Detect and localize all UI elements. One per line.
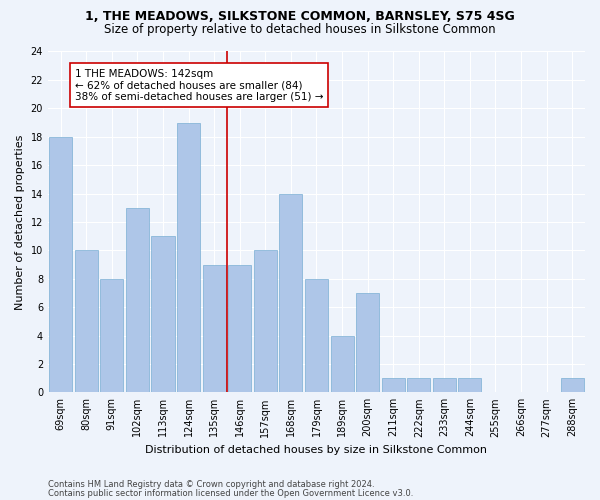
Bar [254,250,277,392]
Bar [49,136,72,392]
Text: 1 THE MEADOWS: 142sqm
← 62% of detached houses are smaller (84)
38% of semi-deta: 1 THE MEADOWS: 142sqm ← 62% of detached … [75,68,323,102]
Text: 1, THE MEADOWS, SILKSTONE COMMON, BARNSLEY, S75 4SG: 1, THE MEADOWS, SILKSTONE COMMON, BARNSL… [85,10,515,23]
Bar [331,336,353,392]
Bar [203,264,226,392]
Bar [305,278,328,392]
Bar [356,293,379,392]
Bar [126,208,149,392]
Bar [100,278,124,392]
X-axis label: Distribution of detached houses by size in Silkstone Common: Distribution of detached houses by size … [145,445,487,455]
Bar [382,378,404,392]
Bar [561,378,584,392]
Bar [458,378,481,392]
Text: Contains HM Land Registry data © Crown copyright and database right 2024.: Contains HM Land Registry data © Crown c… [48,480,374,489]
Bar [407,378,430,392]
Bar [177,122,200,392]
Text: Size of property relative to detached houses in Silkstone Common: Size of property relative to detached ho… [104,22,496,36]
Bar [280,194,302,392]
Bar [75,250,98,392]
Bar [433,378,456,392]
Bar [151,236,175,392]
Y-axis label: Number of detached properties: Number of detached properties [15,134,25,310]
Text: Contains public sector information licensed under the Open Government Licence v3: Contains public sector information licen… [48,488,413,498]
Bar [228,264,251,392]
